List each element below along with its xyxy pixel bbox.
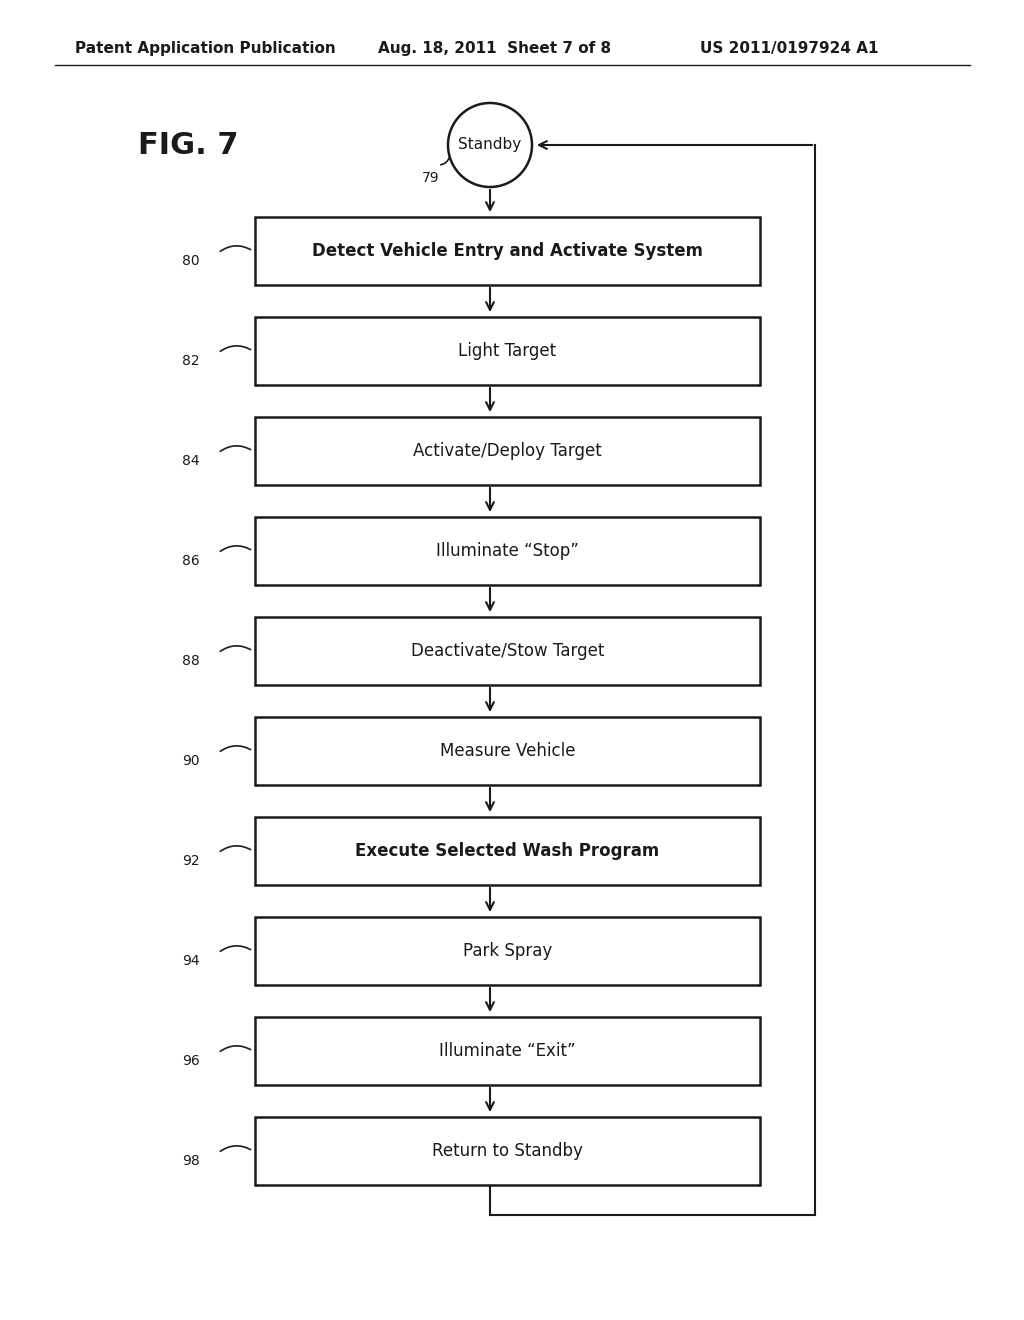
FancyBboxPatch shape bbox=[255, 817, 760, 884]
Text: 82: 82 bbox=[182, 354, 200, 368]
Text: Illuminate “Stop”: Illuminate “Stop” bbox=[436, 543, 579, 560]
Text: 86: 86 bbox=[182, 554, 200, 568]
Text: FIG. 7: FIG. 7 bbox=[138, 131, 239, 160]
Text: Return to Standby: Return to Standby bbox=[432, 1142, 583, 1160]
Text: Patent Application Publication: Patent Application Publication bbox=[75, 41, 336, 55]
Text: 94: 94 bbox=[182, 954, 200, 968]
Text: 96: 96 bbox=[182, 1053, 200, 1068]
FancyBboxPatch shape bbox=[255, 616, 760, 685]
Text: Light Target: Light Target bbox=[459, 342, 557, 360]
Text: US 2011/0197924 A1: US 2011/0197924 A1 bbox=[700, 41, 879, 55]
Text: Execute Selected Wash Program: Execute Selected Wash Program bbox=[355, 842, 659, 861]
Text: 90: 90 bbox=[182, 754, 200, 768]
Text: Measure Vehicle: Measure Vehicle bbox=[439, 742, 575, 760]
Text: 98: 98 bbox=[182, 1154, 200, 1168]
Text: 79: 79 bbox=[422, 172, 440, 185]
Text: 84: 84 bbox=[182, 454, 200, 469]
Text: 80: 80 bbox=[182, 253, 200, 268]
Text: Deactivate/Stow Target: Deactivate/Stow Target bbox=[411, 642, 604, 660]
FancyBboxPatch shape bbox=[255, 717, 760, 785]
FancyBboxPatch shape bbox=[255, 917, 760, 985]
Text: Activate/Deploy Target: Activate/Deploy Target bbox=[413, 442, 602, 459]
Text: Detect Vehicle Entry and Activate System: Detect Vehicle Entry and Activate System bbox=[312, 242, 703, 260]
Text: 92: 92 bbox=[182, 854, 200, 869]
Text: Park Spray: Park Spray bbox=[463, 942, 552, 960]
Text: Standby: Standby bbox=[459, 137, 521, 153]
FancyBboxPatch shape bbox=[255, 1016, 760, 1085]
FancyBboxPatch shape bbox=[255, 517, 760, 585]
Text: Illuminate “Exit”: Illuminate “Exit” bbox=[439, 1041, 575, 1060]
FancyBboxPatch shape bbox=[255, 317, 760, 385]
FancyBboxPatch shape bbox=[255, 216, 760, 285]
FancyBboxPatch shape bbox=[255, 417, 760, 484]
Circle shape bbox=[449, 103, 532, 187]
Text: 88: 88 bbox=[182, 653, 200, 668]
Text: Aug. 18, 2011  Sheet 7 of 8: Aug. 18, 2011 Sheet 7 of 8 bbox=[378, 41, 611, 55]
FancyBboxPatch shape bbox=[255, 1117, 760, 1185]
